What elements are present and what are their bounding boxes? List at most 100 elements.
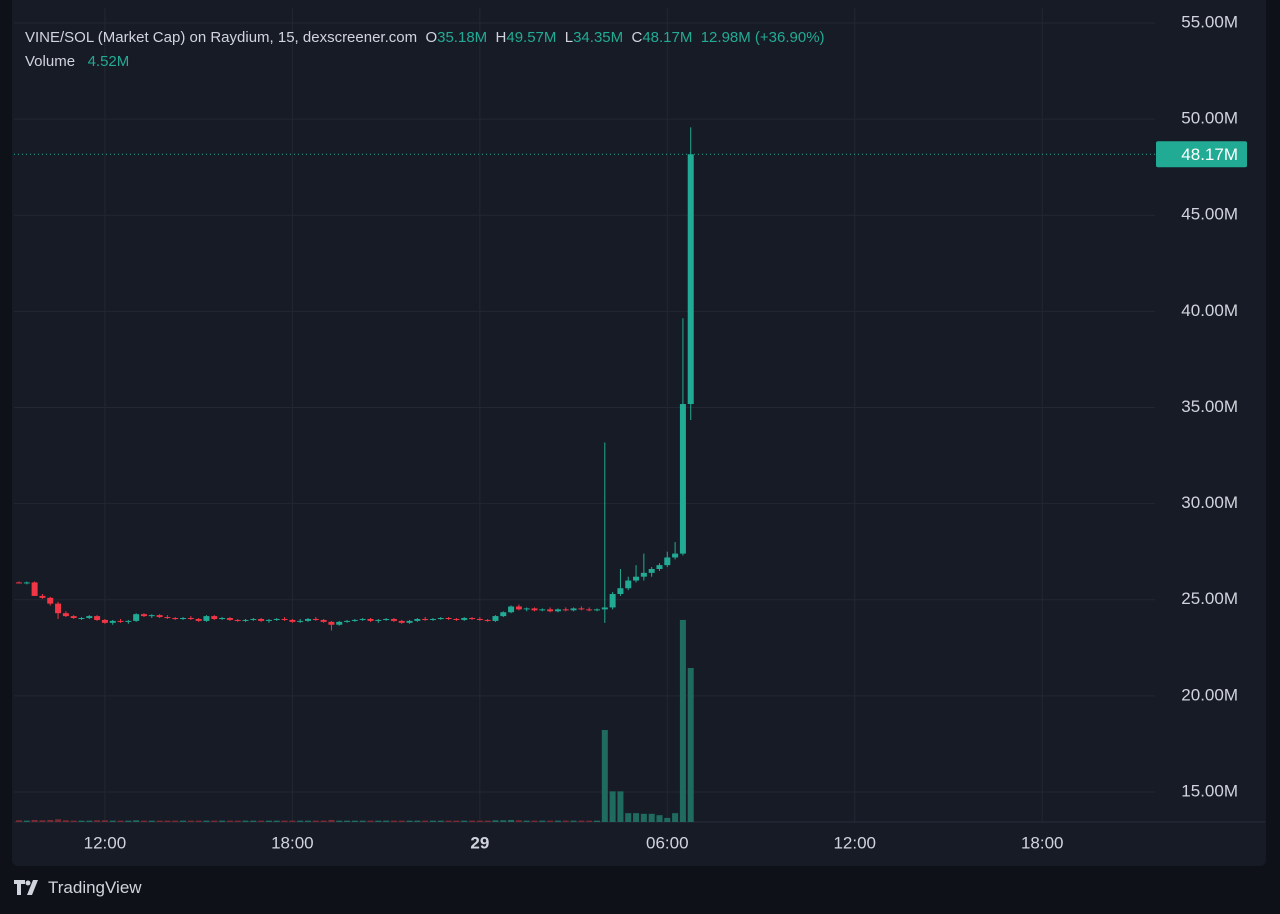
volume-bar: [55, 819, 62, 822]
volume-bar: [180, 820, 187, 822]
brand-name: TradingView: [48, 878, 142, 897]
candle-body: [617, 588, 624, 594]
candle-body: [367, 618, 374, 621]
volume-bar: [601, 730, 608, 822]
candle-body: [250, 618, 257, 620]
candle-body: [679, 404, 686, 554]
candle-body: [195, 618, 202, 621]
candle-body: [398, 620, 405, 623]
candle-body: [39, 595, 46, 598]
candle-body: [344, 620, 351, 622]
candle-body: [461, 618, 468, 620]
volume-bar: [281, 820, 288, 822]
volume-bar: [195, 820, 202, 822]
volume-bar: [445, 820, 452, 822]
candle-body: [453, 618, 460, 620]
volume-bar: [398, 820, 405, 822]
volume-bar: [656, 815, 663, 822]
volume-bar: [101, 820, 108, 822]
candle-body: [226, 618, 233, 620]
volume-bar: [86, 820, 93, 822]
candle-body: [406, 620, 413, 623]
volume-bar: [258, 820, 265, 822]
volume-bar: [39, 820, 46, 822]
candle-body: [609, 593, 616, 608]
candle-body: [23, 582, 30, 584]
candle-body: [117, 620, 124, 622]
brand[interactable]: TradingView: [14, 878, 142, 898]
volume-bar: [15, 820, 22, 822]
y-tick-label: 55.00M: [1181, 12, 1238, 31]
candle-body: [312, 618, 319, 620]
o-label: O: [425, 29, 438, 46]
candle-body: [625, 580, 632, 589]
candle-body: [445, 618, 452, 620]
candle-body: [601, 607, 608, 610]
candle-body: [297, 620, 304, 622]
y-tick-label: 40.00M: [1181, 301, 1238, 320]
candle-body: [351, 619, 358, 621]
candle-body: [47, 597, 54, 604]
volume-bar: [125, 820, 132, 822]
candle-body: [492, 616, 499, 621]
volume-bar: [219, 820, 226, 822]
volume-bar: [390, 820, 397, 822]
candle-body: [94, 616, 101, 620]
volume-bar: [593, 820, 600, 822]
candle-body: [31, 582, 38, 596]
candle-body: [242, 619, 249, 621]
candle-body: [539, 609, 546, 611]
volume-bar: [273, 820, 280, 822]
candle-body: [156, 615, 163, 618]
volume-bar: [492, 820, 499, 822]
volume-bar: [414, 820, 421, 822]
candle-body: [234, 619, 241, 621]
volume-bar: [304, 820, 311, 822]
candle-body: [437, 618, 444, 620]
volume-bar: [469, 820, 476, 822]
volume-bar: [531, 820, 538, 822]
volume-bar: [508, 819, 515, 822]
candle-body: [414, 618, 421, 621]
candle-body: [164, 617, 171, 619]
candle-body: [508, 606, 515, 613]
candle-body: [328, 621, 335, 625]
volume-bar: [359, 820, 366, 822]
candle-body: [500, 612, 507, 617]
volume-bar: [234, 820, 241, 822]
c-value: 48.17M: [642, 29, 693, 46]
volume-bar: [336, 820, 343, 822]
volume-bar: [312, 820, 319, 822]
volume-bar: [406, 820, 413, 822]
volume-bar: [617, 791, 624, 822]
volume-bar: [148, 820, 155, 822]
volume-bar: [484, 820, 491, 822]
volume-bar: [422, 820, 429, 822]
candle-body: [133, 614, 140, 621]
y-tick-label: 50.00M: [1181, 109, 1238, 128]
volume-bar: [672, 813, 679, 822]
volume-bar: [226, 820, 233, 822]
candle-body: [281, 618, 288, 620]
candle-body: [148, 615, 155, 617]
volume-bar: [47, 819, 54, 822]
candle-body: [484, 619, 491, 621]
volume-bar: [570, 820, 577, 822]
candle-body: [672, 553, 679, 558]
volume-bar: [156, 820, 163, 822]
volume-row: Volume 4.52M: [25, 50, 825, 74]
y-tick-label: 15.00M: [1181, 781, 1238, 800]
h-value: 49.57M: [506, 29, 557, 46]
candle-body: [109, 620, 116, 623]
volume-bar: [328, 819, 335, 822]
candle-body: [172, 618, 179, 620]
candle-body: [593, 609, 600, 611]
candle-body: [125, 620, 132, 622]
candle-body: [140, 614, 147, 617]
o-value: 35.18M: [437, 29, 488, 46]
volume-bar: [117, 820, 124, 822]
volume-bar: [133, 820, 140, 822]
candle-body: [469, 618, 476, 620]
candle-body: [640, 572, 647, 577]
